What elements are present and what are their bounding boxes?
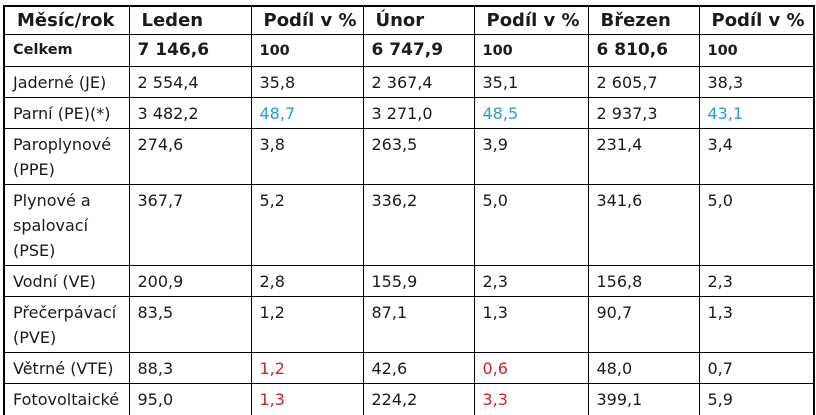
row-label: Vodní (VE) [3, 265, 130, 297]
cell-value: 2 605,7 [587, 66, 700, 98]
row-label: Paroplynové (PPE) [3, 128, 130, 185]
row-label: Přečerpávací (PVE) [3, 296, 130, 353]
cell-value: 200,9 [128, 265, 252, 297]
header-row: Měsíc/rok Leden Podíl v % Únor Podíl v %… [3, 5, 815, 35]
cell-value: 3 271,0 [362, 97, 475, 129]
row-label: Fotovoltaické (FVE) [3, 383, 130, 415]
table-row-hydro: Vodní (VE) 200,9 2,8 155,9 2,3 156,8 2,3 [3, 265, 815, 297]
cell-value: 231,4 [587, 128, 700, 185]
cell-value-highlight-red: 1,2 [250, 352, 364, 384]
cell-value: 35,8 [250, 66, 364, 98]
cell-value: 100 [698, 34, 815, 67]
cell-value-highlight-blue: 48,7 [250, 97, 364, 129]
cell-value: 6 810,6 [587, 34, 700, 67]
cell-value: 100 [473, 34, 589, 67]
cell-value: 1,2 [250, 296, 364, 353]
cell-value-highlight-red: 1,3 [250, 383, 364, 415]
cell-value: 90,7 [587, 296, 700, 353]
cell-value: 2,3 [473, 265, 589, 297]
cell-value: 5,9 [698, 383, 815, 415]
table-row-wind: Větrné (VTE) 88,3 1,2 42,6 0,6 48,0 0,7 [3, 352, 815, 384]
cell-value: 95,0 [128, 383, 252, 415]
cell-value: 2,8 [250, 265, 364, 297]
cell-value: 5,2 [250, 184, 364, 266]
row-label: Celkem [3, 34, 130, 67]
column-header-february: Únor [362, 5, 475, 35]
cell-value: 83,5 [128, 296, 252, 353]
cell-value: 7 146,6 [128, 34, 252, 67]
row-label: Plynové a spalovací (PSE) [3, 184, 130, 266]
cell-value-highlight-red: 0,6 [473, 352, 589, 384]
cell-value: 155,9 [362, 265, 475, 297]
column-header-month: Měsíc/rok [3, 5, 130, 35]
table-row-gas-combustion: Plynové a spalovací (PSE) 367,7 5,2 336,… [3, 184, 815, 266]
cell-value: 88,3 [128, 352, 252, 384]
cell-value: 48,0 [587, 352, 700, 384]
row-label: Jaderné (JE) [3, 66, 130, 98]
cell-value-highlight-blue: 43,1 [698, 97, 815, 129]
row-label: Parní (PE)(*) [3, 97, 130, 129]
cell-value: 2 554,4 [128, 66, 252, 98]
cell-value: 1,3 [698, 296, 815, 353]
cell-value: 6 747,9 [362, 34, 475, 67]
cell-value: 87,1 [362, 296, 475, 353]
cell-value-highlight-red: 3,3 [473, 383, 589, 415]
cell-value: 35,1 [473, 66, 589, 98]
cell-value: 3,9 [473, 128, 589, 185]
cell-value: 100 [250, 34, 364, 67]
table-row-combined-cycle: Paroplynové (PPE) 274,6 3,8 263,5 3,9 23… [3, 128, 815, 185]
column-header-share-2: Podíl v % [473, 5, 589, 35]
cell-value: 399,1 [587, 383, 700, 415]
column-header-share-1: Podíl v % [250, 5, 364, 35]
table-row-total: Celkem 7 146,6 100 6 747,9 100 6 810,6 1… [3, 34, 815, 67]
cell-value: 42,6 [362, 352, 475, 384]
energy-production-table: Měsíc/rok Leden Podíl v % Únor Podíl v %… [3, 5, 815, 415]
cell-value: 1,3 [473, 296, 589, 353]
column-header-january: Leden [128, 5, 252, 35]
cell-value: 38,3 [698, 66, 815, 98]
cell-value: 2 367,4 [362, 66, 475, 98]
cell-value: 3 482,2 [128, 97, 252, 129]
cell-value: 2,3 [698, 265, 815, 297]
column-header-share-3: Podíl v % [698, 5, 815, 35]
table-row-steam: Parní (PE)(*) 3 482,2 48,7 3 271,0 48,5 … [3, 97, 815, 129]
column-header-march: Březen [587, 5, 700, 35]
cell-value: 224,2 [362, 383, 475, 415]
row-label: Větrné (VTE) [3, 352, 130, 384]
cell-value: 156,8 [587, 265, 700, 297]
cell-value: 5,0 [473, 184, 589, 266]
cell-value-highlight-blue: 48,5 [473, 97, 589, 129]
cell-value: 263,5 [362, 128, 475, 185]
cell-value: 3,4 [698, 128, 815, 185]
cell-value: 341,6 [587, 184, 700, 266]
cell-value: 336,2 [362, 184, 475, 266]
cell-value: 2 937,3 [587, 97, 700, 129]
cell-value: 274,6 [128, 128, 252, 185]
cell-value: 5,0 [698, 184, 815, 266]
table-row-pumped-storage: Přečerpávací (PVE) 83,5 1,2 87,1 1,3 90,… [3, 296, 815, 353]
table-row-photovoltaic: Fotovoltaické (FVE) 95,0 1,3 224,2 3,3 3… [3, 383, 815, 415]
cell-value: 367,7 [128, 184, 252, 266]
cell-value: 0,7 [698, 352, 815, 384]
table-row-nuclear: Jaderné (JE) 2 554,4 35,8 2 367,4 35,1 2… [3, 66, 815, 98]
cell-value: 3,8 [250, 128, 364, 185]
